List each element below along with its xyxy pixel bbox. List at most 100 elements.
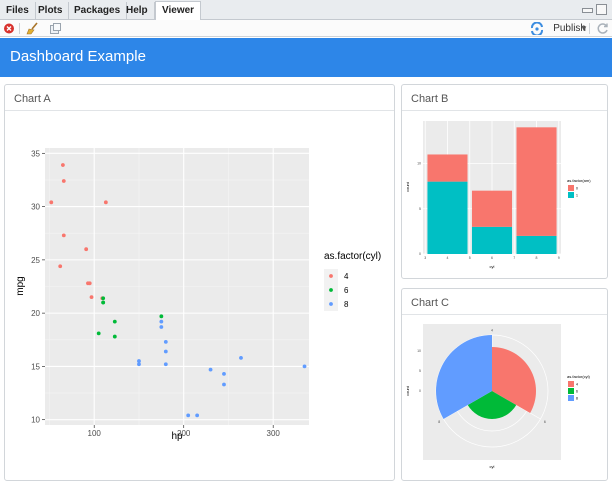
x-axis-label: cyl (490, 464, 495, 469)
legend-key (568, 192, 574, 198)
legend-key (568, 185, 574, 191)
data-point (222, 371, 226, 376)
data-point (222, 382, 226, 387)
tab-packages[interactable]: Packages (68, 2, 128, 20)
data-point (103, 200, 108, 205)
stop-icon[interactable] (3, 22, 15, 35)
radial-tick-label: 5 (419, 369, 421, 373)
tab-help[interactable]: Help (120, 2, 155, 20)
data-point (89, 295, 94, 300)
chart-a-card: Chart A 10 15 20 25 30 35 100 200 300 hp mpg as… (4, 84, 395, 481)
data-point (87, 281, 92, 286)
data-point (159, 314, 164, 319)
data-point (58, 264, 63, 269)
data-point (137, 362, 141, 367)
data-point (159, 319, 164, 324)
dashboard-title: Dashboard Example (10, 48, 146, 65)
x-tick-label: 8 (536, 256, 538, 260)
data-point (112, 319, 117, 324)
toolbar-divider (589, 23, 590, 34)
y-axis-label: mpg (15, 276, 26, 295)
export-icon[interactable] (49, 22, 62, 35)
radial-tick-label: 10 (417, 349, 421, 353)
data-point (61, 233, 66, 238)
data-point (302, 364, 307, 369)
legend-marker (329, 302, 333, 306)
legend-marker (329, 288, 333, 292)
x-tick-label: 300 (267, 429, 281, 438)
chart-a-title: Chart A (14, 93, 51, 105)
toolbar-divider (19, 23, 20, 34)
data-point (60, 163, 65, 167)
data-point (61, 179, 66, 183)
viewer-toolbar: Publish ▼ (0, 20, 612, 37)
pie-slice (492, 347, 536, 413)
x-tick-label: 7 (513, 256, 515, 260)
x-tick-label: 6 (491, 256, 493, 260)
x-tick-label: 200 (177, 429, 191, 438)
data-point (101, 300, 106, 305)
legend-label: 1 (576, 194, 578, 198)
publish-button[interactable]: Publish (553, 23, 586, 34)
data-point (137, 359, 141, 363)
legend-title: as.factor(cyl) (324, 251, 381, 262)
y-axis-label: count (405, 385, 410, 396)
y-tick-label: 20 (31, 309, 40, 318)
bar-segment (427, 181, 468, 254)
tab-plots[interactable]: Plots (32, 2, 70, 20)
legend-title: as.factor(am) (567, 178, 591, 183)
legend-label: 6 (576, 390, 578, 394)
data-point (84, 247, 89, 252)
y-tick-label: 10 (31, 416, 40, 425)
data-point (239, 355, 243, 360)
legend-title: as.factor(cyl) (567, 374, 591, 379)
y-tick-label: 5 (419, 207, 421, 211)
maximize-icon[interactable] (596, 4, 607, 15)
data-point (163, 340, 168, 344)
chart-c-polar-pie: 4 6 8 0 5 10 cyl count as.factor(cyl) 4 6 8 (405, 324, 591, 469)
x-axis-label: cyl (490, 264, 495, 269)
angle-tick-label: 8 (438, 420, 440, 424)
legend-label: 8 (576, 397, 578, 401)
legend-label: 4 (576, 383, 578, 387)
x-axis-label: hp (171, 431, 183, 442)
bar-segment (427, 154, 468, 182)
legend-label: 6 (344, 286, 349, 295)
y-tick-label: 25 (31, 256, 40, 265)
tab-files[interactable]: Files (0, 2, 36, 20)
angle-tick-label: 4 (491, 329, 493, 333)
legend-marker (329, 274, 333, 278)
publish-icon[interactable] (530, 22, 544, 35)
pie-slice (467, 391, 517, 419)
pie-slice (436, 335, 492, 419)
x-tick-label: 4 (447, 256, 449, 260)
chart-b-title: Chart B (411, 93, 449, 105)
bar-segment (471, 226, 513, 254)
x-tick-label: 9 (558, 256, 560, 260)
data-point (163, 362, 168, 367)
card-divider (402, 110, 607, 111)
x-tick-label: 100 (88, 429, 102, 438)
y-tick-label: 30 (31, 203, 40, 212)
chart-c-title: Chart C (411, 297, 449, 309)
chart-a-scatter: 10 15 20 25 30 35 100 200 300 hp mpg as.factor(… (15, 148, 381, 442)
broom-icon[interactable] (26, 22, 39, 35)
data-point (159, 325, 164, 329)
y-axis-label: count (405, 181, 410, 192)
legend-key (568, 388, 574, 394)
dashboard-header: Dashboard Example (0, 38, 612, 77)
radial-tick-label: 0 (419, 389, 421, 393)
refresh-icon[interactable] (596, 22, 609, 35)
bar-segment (516, 127, 557, 236)
legend-label: 8 (344, 300, 349, 309)
data-point (195, 413, 200, 418)
bar-segment (471, 190, 513, 227)
data-point (101, 296, 106, 301)
data-point (163, 349, 168, 354)
dropdown-chevron-icon[interactable]: ▼ (580, 24, 588, 33)
data-point (112, 334, 117, 339)
tab-viewer[interactable]: Viewer (155, 1, 202, 21)
data-point (186, 413, 191, 418)
chart-b-card: Chart B 3 4 5 6 7 8 9 0 5 10 cyl count as.factor(… (401, 84, 608, 279)
minimize-icon[interactable] (582, 8, 593, 13)
